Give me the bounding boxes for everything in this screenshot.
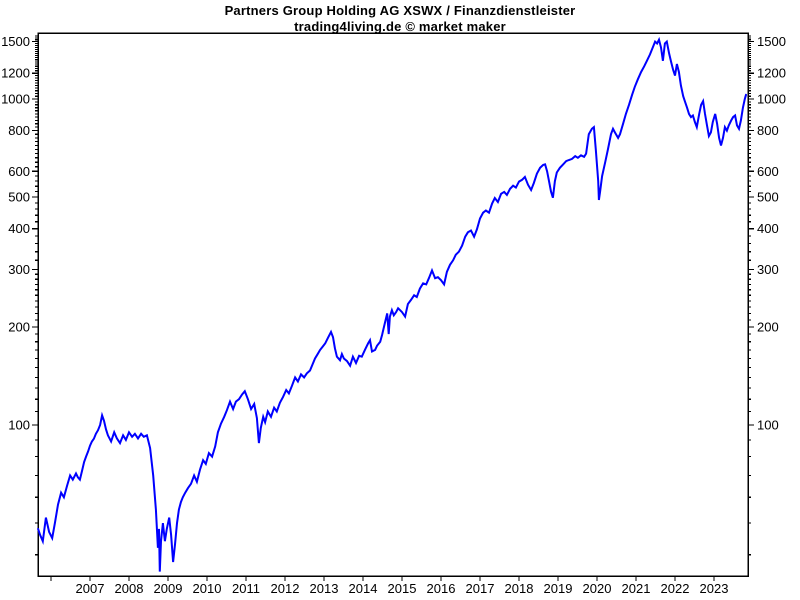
y-tick-label-right: 1200 (757, 66, 786, 81)
x-year-label: 2014 (349, 581, 378, 596)
y-tick-label-right: 300 (757, 262, 779, 277)
x-year-label: 2013 (310, 581, 339, 596)
y-tick-label-right: 800 (757, 123, 779, 138)
y-tick-label-left: 600 (8, 164, 30, 179)
y-tick-label-right: 500 (757, 190, 779, 205)
x-year-label: 2019 (544, 581, 573, 596)
x-year-label: 2008 (115, 581, 144, 596)
x-year-label: 2020 (583, 581, 612, 596)
x-year-label: 2010 (193, 581, 222, 596)
plot-frame (37, 32, 749, 577)
x-year-label: 2018 (505, 581, 534, 596)
y-tick-label-left: 1200 (1, 66, 30, 81)
y-tick-label-right: 1000 (757, 92, 786, 107)
chart-title: Partners Group Holding AG XSWX / Finanzd… (224, 3, 576, 18)
y-axis-left: 100 200 300 400 500 600 800 1000 1200 1500 (1, 34, 38, 556)
y-tick-label-right: 100 (757, 418, 779, 433)
price-line (37, 36, 747, 572)
y-tick-label-left: 200 (8, 319, 30, 334)
x-year-label: 2011 (232, 581, 260, 596)
x-year-label: 2016 (427, 581, 456, 596)
chart-subtitle: trading4living.de © market maker (294, 19, 506, 34)
y-tick-label-left: 400 (8, 221, 30, 236)
x-year-label: 2017 (466, 581, 495, 596)
x-year-label: 2021 (622, 581, 651, 596)
y-tick-label-right: 200 (757, 319, 779, 334)
x-axis: 2007 2008 2009 2010 2011 2012 2013 2014 2015 2016… (50, 576, 729, 596)
y-tick-label-left: 500 (8, 190, 30, 205)
y-axis-right: 100 200 300 400 500 600 800 1000 1200 1500 (748, 34, 786, 556)
y-tick-label-left: 300 (8, 262, 30, 277)
y-tick-label-right: 600 (757, 164, 779, 179)
x-year-label: 2009 (154, 581, 183, 596)
y-tick-label-left: 1000 (1, 92, 30, 107)
x-year-label: 2007 (76, 581, 105, 596)
x-year-label: 2023 (700, 581, 729, 596)
x-year-label: 2015 (388, 581, 417, 596)
x-year-label: 2022 (661, 581, 690, 596)
y-tick-label-left: 1500 (1, 34, 30, 49)
x-year-label: 2012 (271, 581, 300, 596)
y-tick-label-left: 800 (8, 123, 30, 138)
y-tick-label-right: 1500 (757, 34, 786, 49)
y-tick-label-right: 400 (757, 221, 779, 236)
y-tick-label-left: 100 (8, 418, 30, 433)
